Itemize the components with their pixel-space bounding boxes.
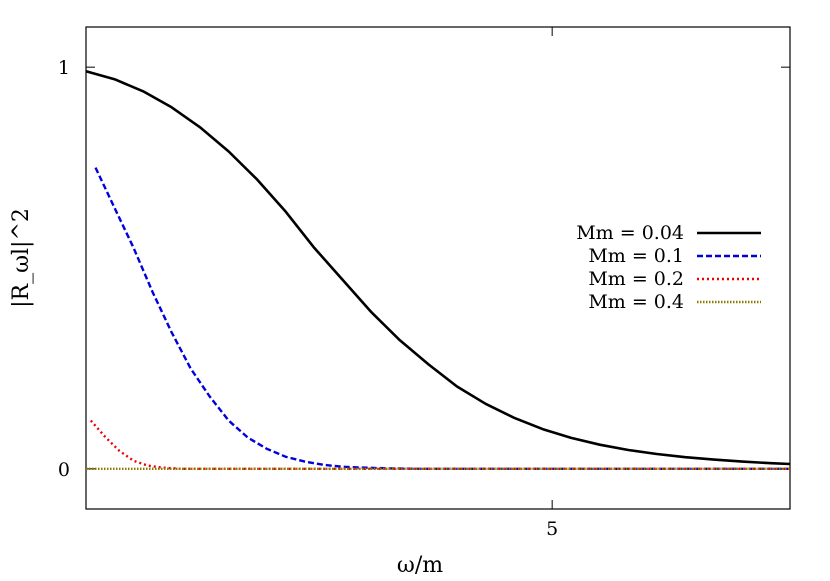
y-tick-label: 1	[58, 57, 70, 79]
x-tick-label: 5	[546, 518, 558, 540]
series-line-2	[89, 419, 790, 470]
legend-label-3: Mm = 0.4	[588, 291, 684, 313]
legend-label-1: Mm = 0.1	[588, 245, 684, 267]
series-line-0	[85, 69, 791, 466]
y-axis-label: |R_ωl|^2	[9, 208, 34, 308]
legend-label-0: Mm = 0.04	[576, 222, 684, 244]
y-tick-label: 0	[58, 459, 70, 481]
plot-frame	[85, 26, 791, 510]
legend-label-2: Mm = 0.2	[588, 268, 684, 290]
series-lines	[85, 69, 791, 470]
axis-labels: ω/m |R_ωl|^2	[9, 208, 443, 578]
series-line-1	[94, 167, 790, 470]
x-axis-label: ω/m	[397, 553, 443, 578]
